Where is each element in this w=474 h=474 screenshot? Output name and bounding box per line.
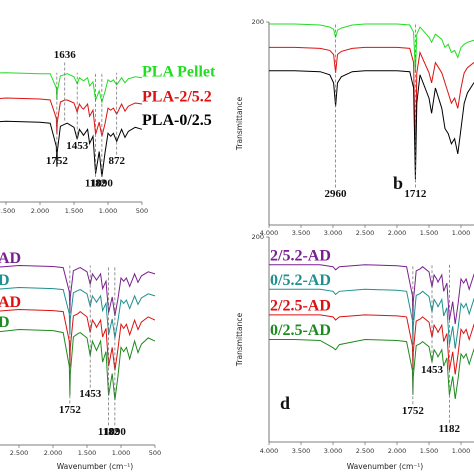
x-tick-label: 4.000 (260, 229, 279, 237)
spectrum-line (269, 264, 474, 325)
annotation: 1752 (46, 155, 69, 167)
spectrum-line (0, 328, 156, 400)
x-tick-label: 1.000 (112, 449, 131, 457)
panel: 4.000 3.500 3.000 2.500 2.000 1.500 1.000 200 Tr… (235, 18, 474, 237)
y-tick-label: 200 (252, 18, 264, 26)
annotation: 1182 (439, 423, 461, 435)
x-tick-label: 2.000 (31, 207, 50, 215)
spectrum-line (269, 23, 474, 73)
spectrum-line (269, 338, 474, 399)
spectrum-line (0, 308, 156, 371)
legend-entry: 2/2.5-AD (270, 298, 331, 315)
annotation: 1453 (66, 140, 89, 152)
x-tick-label: 1.000 (99, 207, 118, 215)
annotation: 2960 (325, 188, 348, 200)
spectrum-line (0, 72, 143, 104)
legend-entry: D (0, 314, 10, 331)
annotation: 1090 (104, 426, 127, 438)
annotation: 1182 (85, 177, 107, 189)
annotation: 1712 (404, 188, 427, 200)
spectrum-line (0, 97, 143, 137)
x-tick-label: 2.000 (44, 449, 63, 457)
legend-entry: D (0, 272, 10, 289)
x-tick-label: 4.000 (260, 447, 279, 455)
x-tick-label: 2.500 (356, 447, 375, 455)
y-tick-label: 200 (252, 233, 264, 241)
panel: 2.500 2.000 1.500 1.000 500 PLA Pellet PLA-2/5… (0, 49, 216, 215)
annotation: 872 (108, 155, 125, 167)
x-tick-label: 2.500 (0, 207, 15, 215)
spectrum-line (0, 264, 156, 316)
annotation: 1752 (402, 405, 425, 417)
annotation: 1752 (59, 404, 82, 416)
legend-entry: 2/5.2-AD (270, 247, 331, 264)
annotation: 1636 (54, 49, 77, 61)
legend-entry: AD (0, 294, 21, 311)
panel: 4.000 3.500 3.000 2.500 2.000 1.500 1.000 200 Tr… (235, 233, 474, 471)
legend-entry: AD (0, 250, 21, 267)
annotation: 1453 (421, 364, 444, 376)
panel-label: b (393, 173, 403, 193)
x-tick-label: 1.000 (452, 229, 471, 237)
spectrum-line (269, 314, 474, 375)
x-tick-label: 500 (149, 449, 161, 457)
x-tick-label: 2.000 (388, 229, 407, 237)
panel: 2.500 2.000 1.500 1.000 500 Wavenumber (cm⁻¹)… (0, 250, 161, 471)
x-tick-label: 1.500 (78, 449, 97, 457)
legend-entry: PLA-2/5.2 (142, 89, 212, 106)
x-tick-label: 1.500 (420, 229, 439, 237)
spectrum-line (0, 286, 156, 338)
x-axis-label: Wavenumber (cm⁻¹) (347, 462, 424, 471)
x-tick-label: 1.000 (452, 447, 471, 455)
x-tick-label: 3.500 (292, 447, 311, 455)
x-tick-label: 2.500 (356, 229, 375, 237)
annotation: 1090 (91, 177, 114, 189)
spectrum-line (269, 46, 474, 165)
legend-entry: PLA Pellet (142, 63, 216, 80)
x-tick-label: 1.500 (420, 447, 439, 455)
legend-entry: PLA-0/2.5 (142, 112, 212, 129)
x-tick-label: 1.500 (65, 207, 84, 215)
x-tick-label: 3.000 (324, 447, 343, 455)
legend-entry: 0/2.5-AD (270, 322, 331, 339)
x-tick-label: 3.000 (324, 229, 343, 237)
y-axis-label: Transmittance (235, 313, 244, 368)
panel-label: d (280, 393, 290, 413)
x-tick-label: 2.000 (388, 447, 407, 455)
spectrum-line (0, 120, 143, 177)
annotation: 1182 (98, 426, 120, 438)
x-tick-label: 3.500 (292, 229, 311, 237)
legend-entry: 0/5.2-AD (270, 272, 331, 289)
spectrum-line (269, 70, 474, 180)
annotation: 1453 (79, 388, 102, 400)
x-axis-label: Wavenumber (cm⁻¹) (57, 462, 134, 471)
spectrum-line (269, 288, 474, 349)
y-axis-label: Transmittance (235, 97, 244, 152)
x-tick-label: 500 (136, 207, 148, 215)
x-tick-label: 2.500 (10, 449, 29, 457)
